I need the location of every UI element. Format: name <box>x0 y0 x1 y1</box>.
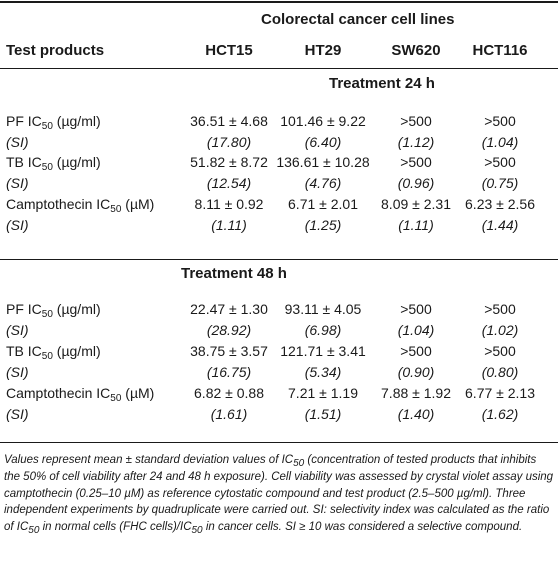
header-bottom-rule <box>0 68 558 69</box>
table-cell: >500 <box>400 154 432 170</box>
section-title: Treatment 48 h <box>181 265 287 282</box>
table-cell: (0.90) <box>397 364 435 380</box>
table-cell: (1.44) <box>481 217 519 233</box>
table-cell: >500 <box>484 113 516 129</box>
table-cell: (1.11) <box>398 217 434 233</box>
table-cell: >500 <box>400 301 432 317</box>
row-label: PF IC50 (µg/ml) <box>6 113 101 132</box>
row-label: (SI) <box>6 175 29 191</box>
group-header: Colorectal cancer cell lines <box>261 11 455 28</box>
column-header-sw620: SW620 <box>391 42 441 59</box>
row-label: Camptothecin IC50 (µM) <box>6 385 155 404</box>
table-cell: (1.40) <box>397 406 435 422</box>
table-cell: >500 <box>484 154 516 170</box>
table-cell: (4.76) <box>304 175 342 191</box>
table-cell: >500 <box>400 113 432 129</box>
row-label: TB IC50 (µg/ml) <box>6 343 101 362</box>
column-header-hct116: HCT116 <box>472 42 528 59</box>
table-cell: (1.61) <box>210 406 248 422</box>
table-cell: (1.51) <box>304 406 342 422</box>
table-cell: (0.75) <box>481 175 519 191</box>
table-cell: 22.47 ± 1.30 <box>190 301 268 317</box>
row-label: (SI) <box>6 217 29 233</box>
table-cell: 6.23 ± 2.56 <box>465 196 535 212</box>
row-label: (SI) <box>6 322 29 338</box>
table-cell: 8.11 ± 0.92 <box>194 196 264 212</box>
table-cell: (28.92) <box>206 322 252 338</box>
table-cell: (1.11) <box>211 217 247 233</box>
table-cell: 6.71 ± 2.01 <box>288 196 358 212</box>
table-cell: (17.80) <box>206 134 252 150</box>
table-cell: 36.51 ± 4.68 <box>190 113 268 129</box>
table-cell: (0.96) <box>397 175 435 191</box>
table-top-rule <box>0 1 558 3</box>
table-cell: 121.71 ± 3.41 <box>280 343 366 359</box>
table-cell: 136.61 ± 10.28 <box>276 154 370 170</box>
table-cell: 7.21 ± 1.19 <box>288 385 358 401</box>
table-cell: 51.82 ± 8.72 <box>190 154 268 170</box>
table-cell: 38.75 ± 3.57 <box>190 343 268 359</box>
table-cell: (1.62) <box>481 406 519 422</box>
row-label: (SI) <box>6 134 29 150</box>
table-footnote: Values represent mean ± standard deviati… <box>4 454 554 537</box>
table-cell: (1.02) <box>481 322 519 338</box>
table-cell: (0.80) <box>481 364 519 380</box>
row-label: (SI) <box>6 406 29 422</box>
section-title: Treatment 24 h <box>329 75 435 92</box>
row-label: TB IC50 (µg/ml) <box>6 154 101 173</box>
row-label: Camptothecin IC50 (µM) <box>6 196 155 215</box>
table-cell: (1.04) <box>481 134 519 150</box>
table-cell: (16.75) <box>206 364 252 380</box>
table-cell: (6.40) <box>304 134 342 150</box>
table-cell: (5.34) <box>304 364 342 380</box>
table-cell: (1.04) <box>397 322 435 338</box>
table-cell: (6.98) <box>304 322 342 338</box>
table-cell: >500 <box>400 343 432 359</box>
table-cell: >500 <box>484 343 516 359</box>
table-cell: >500 <box>484 301 516 317</box>
table-cell: 8.09 ± 2.31 <box>381 196 451 212</box>
table-cell: 101.46 ± 9.22 <box>280 113 366 129</box>
table-cell: (1.12) <box>397 134 435 150</box>
row-label: PF IC50 (µg/ml) <box>6 301 101 320</box>
table-cell: (12.54) <box>206 175 252 191</box>
table-bottom-rule <box>0 442 558 443</box>
row-label: (SI) <box>6 364 29 380</box>
column-header-hct15: HCT15 <box>205 42 253 59</box>
table-cell: 6.82 ± 0.88 <box>194 385 264 401</box>
column-header-ht29: HT29 <box>304 42 342 59</box>
row-header: Test products <box>6 42 105 59</box>
table-cell: 7.88 ± 1.92 <box>381 385 451 401</box>
table-cell: (1.25) <box>304 217 342 233</box>
table-cell: 6.77 ± 2.13 <box>465 385 535 401</box>
section-divider-rule <box>0 259 558 260</box>
table-cell: 93.11 ± 4.05 <box>284 301 362 317</box>
